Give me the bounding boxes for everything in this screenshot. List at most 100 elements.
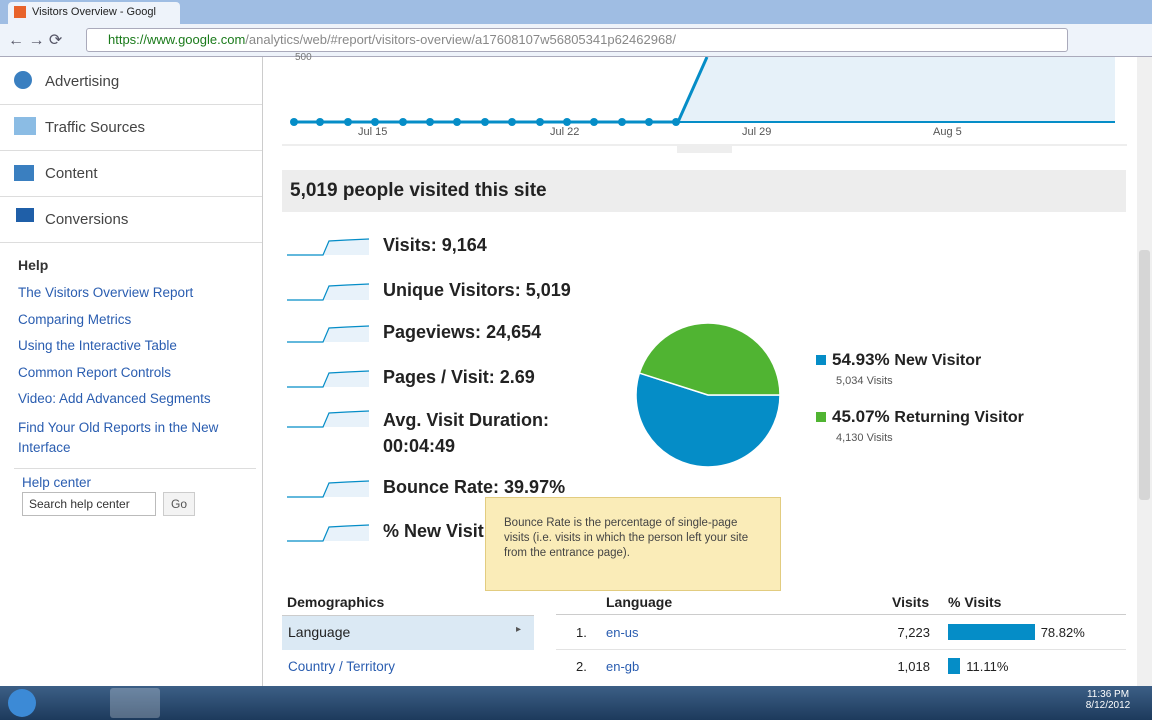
- metric-label: Pages / Visit:: [383, 367, 495, 387]
- spark-line: [287, 410, 369, 428]
- url: https://www.google.com/analytics/web/#re…: [108, 32, 676, 47]
- spark-line: [287, 238, 369, 256]
- y-label: 500: [295, 52, 312, 63]
- line: [294, 57, 709, 124]
- visits: 1,018: [897, 659, 930, 674]
- handle[interactable]: [677, 145, 732, 153]
- separator: [0, 104, 262, 105]
- rule: [556, 649, 1126, 650]
- sparkline: [287, 370, 369, 388]
- metric-label: Bounce Rate:: [383, 477, 500, 497]
- separator: [0, 242, 262, 243]
- demographics-item[interactable]: Country / Territory: [288, 659, 396, 674]
- legend-percent: 54.93%: [832, 350, 890, 369]
- metric-value: 5,019: [525, 280, 571, 300]
- summary-bar: [282, 170, 1126, 212]
- legend-percent: 45.07%: [832, 407, 890, 426]
- search-input[interactable]: Search help center: [22, 492, 156, 516]
- help-link[interactable]: Video: Add Advanced Segments: [18, 391, 211, 406]
- help-link[interactable]: The Visitors Overview Report: [18, 285, 194, 300]
- icon: [14, 71, 32, 89]
- metric-value: 00:04:49: [383, 436, 456, 456]
- nav-item[interactable]: Traffic Sources: [45, 119, 146, 136]
- legend-entry: 54.93% New Visitor: [832, 350, 981, 370]
- demographics-title: Demographics: [287, 594, 385, 610]
- percent-bar: [948, 658, 961, 674]
- arrow: ▸: [516, 624, 522, 635]
- go-button[interactable]: Go: [163, 492, 195, 516]
- legend-name: Returning Visitor: [894, 409, 1024, 426]
- spark-line: [287, 283, 369, 301]
- area: [294, 57, 1115, 122]
- spark-line: [287, 480, 369, 498]
- demographics-selected[interactable]: [282, 615, 534, 650]
- metric: Visits: 9,164: [383, 235, 487, 256]
- demographics-item[interactable]: Language: [288, 624, 351, 640]
- url-host: https://www.google.com: [108, 32, 246, 47]
- nav-item[interactable]: Content: [45, 165, 98, 182]
- rule: [556, 614, 1126, 615]
- help-center-link[interactable]: Help center: [22, 475, 92, 490]
- percent-label: 11.11%: [966, 659, 1009, 674]
- legend-entry: 45.07% Returning Visitor: [832, 407, 1024, 427]
- tab-strip: [0, 0, 1152, 24]
- icon: [14, 165, 34, 181]
- spark-area: [323, 284, 369, 300]
- tab-title: Visitors Overview - Googl: [32, 6, 156, 18]
- time: 11:36 PM: [1086, 689, 1130, 700]
- spark-area: [323, 326, 369, 342]
- percent-bar: [948, 624, 1035, 640]
- sparkline: [287, 325, 369, 343]
- metric-value: 9,164: [441, 235, 487, 255]
- sparkline: [287, 283, 369, 301]
- percent-label: 78.82%: [1040, 625, 1085, 640]
- sparkline: [287, 238, 369, 256]
- start-button[interactable]: [8, 689, 36, 717]
- metric-label: Unique Visitors:: [383, 280, 521, 300]
- metric-label: Visits:: [383, 235, 437, 255]
- separator: [14, 468, 256, 469]
- nav-buttons[interactable]: ← → ⟳: [8, 32, 63, 49]
- x-label: Jul 22: [550, 126, 580, 138]
- metric: Bounce Rate: 39.97%: [383, 477, 565, 498]
- address-bar[interactable]: [86, 28, 1068, 52]
- icon: [16, 208, 34, 222]
- date: 8/12/2012: [1085, 700, 1131, 711]
- taskbar-app[interactable]: [110, 688, 160, 718]
- x-label: Aug 5: [933, 126, 962, 138]
- taskbar: [0, 686, 1152, 720]
- timeline: [282, 57, 1127, 153]
- spark-area: [323, 481, 369, 497]
- help-link[interactable]: Using the Interactive Table: [18, 338, 177, 353]
- sparkline: [287, 480, 369, 498]
- sparkline: [287, 410, 369, 428]
- metric: Avg. Visit Duration: 00:04:49: [383, 407, 549, 459]
- metric: Unique Visitors: 5,019: [383, 280, 571, 301]
- url-path: /analytics/web/#report/visitors-overview…: [245, 32, 677, 47]
- column-header: % Visits: [948, 594, 1002, 610]
- tab[interactable]: [8, 2, 180, 24]
- spark-line: [287, 370, 369, 388]
- tooltip-text: Bounce Rate is the percentage of single-…: [504, 517, 749, 559]
- language-link[interactable]: en-us: [606, 625, 639, 640]
- nav-item[interactable]: Advertising: [45, 73, 120, 90]
- spark-area: [323, 371, 369, 387]
- metric-value: 2.69: [499, 367, 535, 387]
- spark-area: [323, 239, 369, 255]
- language-link[interactable]: en-gb: [606, 659, 640, 674]
- spark-line: [287, 524, 369, 542]
- metric: % New Visit: [383, 521, 484, 542]
- legend-name: New Visitor: [894, 352, 982, 369]
- column-header: Language: [606, 594, 673, 610]
- help-title: Help: [18, 257, 49, 273]
- legend-visits: 4,130 Visits: [836, 432, 893, 444]
- nav-item[interactable]: Conversions: [45, 211, 129, 228]
- metric-label: % New Visit: [383, 521, 484, 541]
- help-link[interactable]: Find Your Old Reports in the New Interfa…: [18, 420, 219, 455]
- scroll-thumb[interactable]: [1139, 250, 1150, 500]
- help-link[interactable]: Comparing Metrics: [18, 312, 132, 327]
- help-link[interactable]: Common Report Controls: [18, 365, 172, 380]
- legend-swatch: [816, 355, 826, 365]
- x-label: Jul 15: [358, 126, 388, 138]
